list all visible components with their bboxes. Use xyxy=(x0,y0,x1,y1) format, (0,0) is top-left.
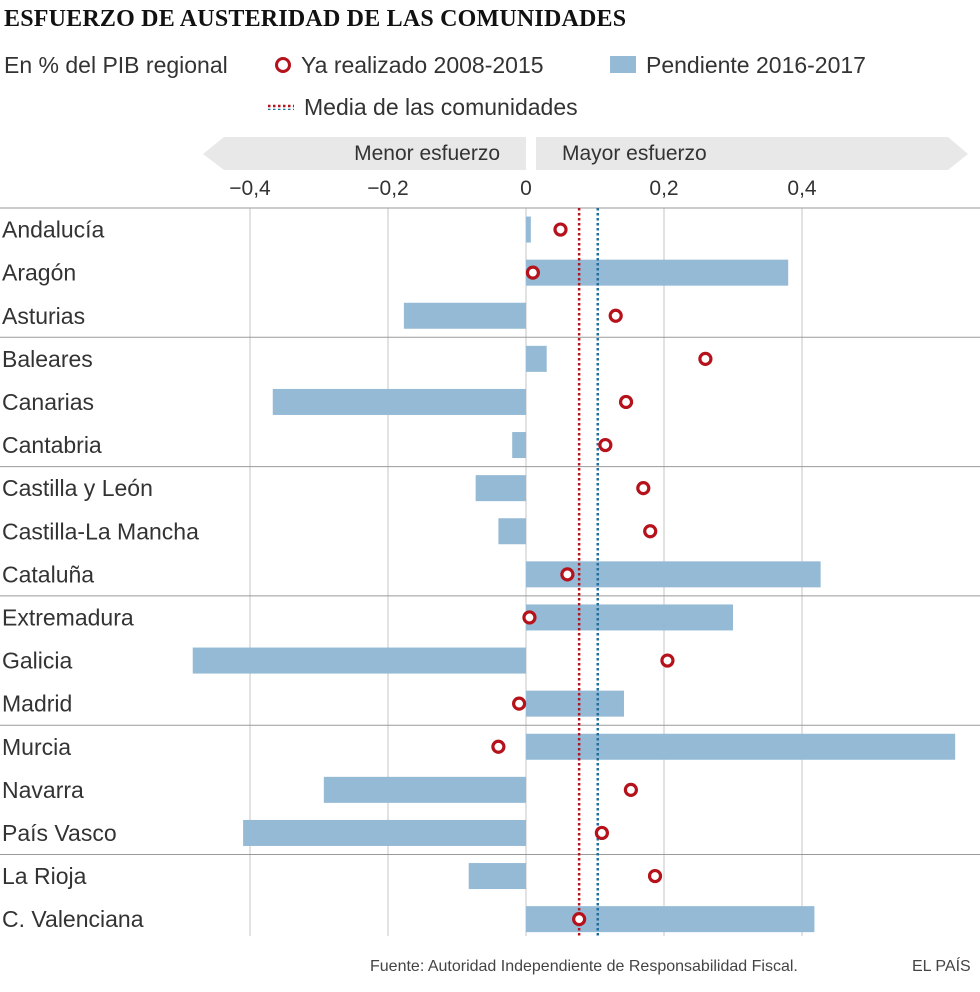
dot-2 xyxy=(608,308,623,323)
category-label: Asturias xyxy=(2,303,85,329)
arrow-mayor-esfuerzo xyxy=(536,137,968,170)
x-tick-label: 0,4 xyxy=(787,177,817,200)
x-tick-label: −0,2 xyxy=(367,177,408,200)
category-label: Galicia xyxy=(2,648,73,674)
x-tick-label: −0,4 xyxy=(229,177,271,200)
bar-15 xyxy=(468,863,526,890)
category-label: Cantabria xyxy=(2,432,102,458)
source-note: Fuente: Autoridad Independiente de Respo… xyxy=(370,958,798,975)
category-label: País Vasco xyxy=(2,820,117,846)
bar-6 xyxy=(475,475,526,502)
category-label: C. Valenciana xyxy=(2,906,144,932)
dot-4 xyxy=(618,394,634,410)
legend-item-pendiente: Pendiente 2016-2017 xyxy=(610,52,866,79)
dot-3 xyxy=(698,351,713,366)
chart-title: ESFUERZO DE AUSTERIDAD DE LAS COMUNIDADE… xyxy=(4,6,627,32)
category-label: Castilla y León xyxy=(2,475,153,501)
dot-15 xyxy=(647,868,663,884)
bar-16 xyxy=(526,906,815,933)
category-label: Cataluña xyxy=(2,561,94,587)
bar-5 xyxy=(512,432,526,459)
legend-item-realizado: Ya realizado 2008-2015 xyxy=(275,52,544,79)
bar-9 xyxy=(526,604,733,631)
bar-12 xyxy=(526,733,956,760)
legend-label-media: Media de las comunidades xyxy=(304,94,578,120)
dot-11 xyxy=(511,696,527,711)
direction-arrows: Menor esfuerzo Mayor esfuerzo xyxy=(203,137,968,170)
bar-10 xyxy=(192,647,527,674)
dot-16 xyxy=(572,912,587,927)
legend-item-media: Media de las comunidades xyxy=(268,94,578,121)
bar-13 xyxy=(323,776,526,803)
direction-label-menor: Menor esfuerzo xyxy=(354,142,500,165)
bar-14 xyxy=(243,819,526,846)
group-separators xyxy=(0,207,980,855)
category-label: Aragón xyxy=(2,260,76,286)
category-label: Castilla-La Mancha xyxy=(2,518,199,544)
dot-10 xyxy=(660,653,675,668)
bar-2 xyxy=(403,302,526,329)
direction-label-mayor: Mayor esfuerzo xyxy=(562,142,707,165)
bar-1 xyxy=(526,259,789,286)
arrow-menor-esfuerzo xyxy=(203,137,526,170)
category-label: Madrid xyxy=(2,691,72,717)
bar-11 xyxy=(526,690,624,717)
x-axis: −0,4 −0,2 0 0,2 0,4 xyxy=(229,177,817,200)
category-label: Baleares xyxy=(2,346,93,372)
dot-5 xyxy=(598,437,613,453)
dot-8 xyxy=(560,567,575,582)
x-tick-label: 0 xyxy=(520,177,532,200)
chart-subtitle: En % del PIB regional xyxy=(4,52,228,78)
circle-marker-icon xyxy=(275,56,291,73)
dots-realizado xyxy=(491,222,713,927)
legend-label-pendiente: Pendiente 2016-2017 xyxy=(646,52,866,78)
bar-8 xyxy=(526,561,821,588)
category-label: Extremadura xyxy=(2,604,134,630)
legend-label-realizado: Ya realizado 2008-2015 xyxy=(301,52,544,78)
category-label: La Rioja xyxy=(2,863,87,889)
dot-9 xyxy=(522,610,537,625)
dot-7 xyxy=(643,524,658,539)
category-label: Navarra xyxy=(2,777,84,803)
bar-3 xyxy=(526,345,547,372)
brand-logo: EL PAÍS xyxy=(912,958,971,975)
x-tick-label: 0,2 xyxy=(649,177,678,200)
category-label: Andalucía xyxy=(2,217,105,243)
category-label: Canarias xyxy=(2,389,94,415)
dot-0 xyxy=(553,222,568,237)
category-label: Murcia xyxy=(2,734,71,760)
dot-6 xyxy=(636,481,651,496)
dot-1 xyxy=(525,265,541,280)
bar-7 xyxy=(498,518,526,545)
dot-13 xyxy=(623,782,638,797)
dot-12 xyxy=(491,739,506,754)
dot-14 xyxy=(594,825,610,841)
category-labels: Andalucía Aragón Asturias Baleares Canarias C… xyxy=(2,217,199,933)
bar-0 xyxy=(526,216,531,243)
bar-swatch-icon xyxy=(610,56,636,74)
bar-4 xyxy=(272,388,526,415)
mean-lines xyxy=(577,208,600,936)
